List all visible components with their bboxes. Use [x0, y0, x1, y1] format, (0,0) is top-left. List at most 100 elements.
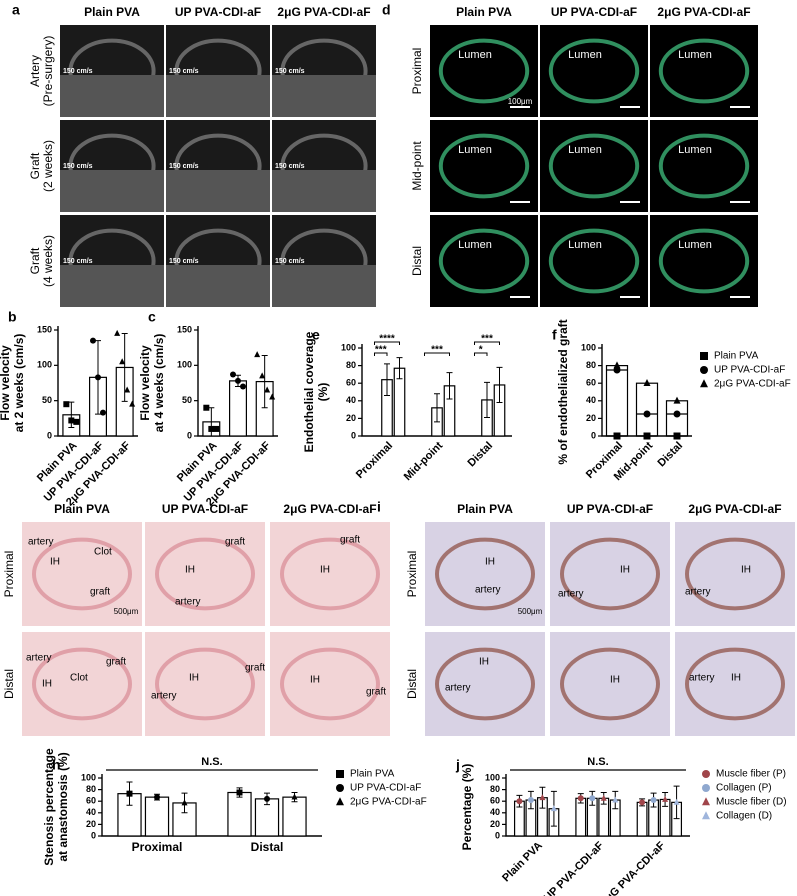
significance-label: ***: [481, 334, 493, 345]
error-bar: [396, 357, 403, 380]
lumen-label: Lumen: [678, 239, 712, 251]
x-tick-label: Distal: [465, 440, 495, 470]
scale-bar-label: 500μm: [114, 607, 139, 616]
x-tick-label: Distal: [251, 840, 284, 854]
marker: [336, 784, 344, 792]
marker: [516, 798, 523, 805]
legend-entry: Plain PVA: [350, 769, 395, 780]
tissue: [658, 38, 750, 104]
x-tick-label: Distal: [655, 440, 685, 470]
micrograph: [550, 522, 670, 626]
marker: [126, 790, 133, 797]
bar: [575, 797, 587, 837]
tissue: [435, 537, 535, 611]
marker: [259, 372, 266, 379]
annotation: artery: [445, 683, 471, 694]
y-tick-label: 100: [341, 342, 356, 352]
panel-label: f: [552, 327, 557, 343]
y-tick-label: 100: [581, 342, 596, 352]
velocity-scale: 150 cm/s: [169, 258, 199, 265]
column-header: UP PVA-CDI-aF: [175, 5, 261, 19]
marker: [240, 383, 246, 390]
bar: [636, 801, 648, 837]
y-tick-label: 100: [177, 360, 192, 370]
marker: [213, 425, 220, 432]
significance-label: *: [479, 345, 483, 356]
significance-bracket: [474, 352, 488, 356]
y-tick-label: 60: [346, 378, 356, 388]
y-tick-label: 0: [591, 430, 596, 440]
bar: [282, 796, 307, 837]
error-bar: [484, 381, 490, 419]
tissue: [438, 38, 530, 104]
velocity-scale: 150 cm/s: [63, 68, 93, 75]
doppler-trace: [166, 170, 270, 212]
row-label: Mid-point: [410, 141, 424, 191]
tissue: [32, 537, 132, 611]
legend-entry: Muscle fiber (D): [716, 797, 787, 808]
y-axis-label: Flow velocity: [138, 345, 152, 421]
annotation: IH: [42, 679, 52, 690]
doppler-trace: [60, 75, 164, 117]
marker: [673, 410, 681, 418]
annotation: artery: [175, 597, 201, 608]
annotation: artery: [558, 589, 584, 600]
annotation: IH: [731, 673, 741, 684]
marker: [700, 352, 708, 360]
marker: [643, 379, 651, 386]
tissue: [280, 537, 380, 611]
annotation: IH: [485, 557, 495, 568]
marker: [269, 393, 276, 400]
tissue: [155, 647, 255, 721]
velocity-scale: 150 cm/s: [275, 258, 305, 265]
annotation: artery: [26, 653, 52, 664]
lumen-label: Lumen: [458, 239, 492, 251]
micrograph: [675, 632, 795, 736]
bar: [605, 365, 629, 437]
micrograph: [145, 522, 265, 626]
annotation: graft: [90, 587, 110, 598]
doppler-trace: [60, 170, 164, 212]
doppler-trace: [166, 75, 270, 117]
tissue: [32, 647, 132, 721]
y-tick-label: 20: [86, 819, 96, 829]
x-tick-label: UP PVA-CDI-aF: [542, 839, 607, 896]
column-header: 2μG PVA-CDI-aF: [277, 5, 370, 19]
velocity-scale: 150 cm/s: [275, 68, 305, 75]
y-tick-label: 50: [42, 395, 52, 405]
legend-entry: Collagen (D): [716, 811, 772, 822]
marker: [643, 410, 651, 418]
error-bar: [496, 366, 503, 404]
tissue: [548, 228, 640, 294]
legend-entry: 2μG PVA-CDI-aF: [714, 379, 791, 390]
error-bar: [384, 363, 390, 397]
marker: [100, 409, 106, 416]
y-axis-label: (%): [316, 383, 330, 402]
micrograph: [425, 632, 545, 736]
scale-bar-label: 100μm: [508, 97, 533, 106]
annotation: N.S.: [201, 756, 222, 768]
marker: [700, 379, 708, 388]
marker: [550, 805, 557, 812]
marker: [700, 366, 708, 374]
y-tick-label: 150: [177, 324, 192, 334]
tissue: [548, 38, 640, 104]
legend-entry: UP PVA-CDI-aF: [714, 365, 785, 376]
y-tick-label: 0: [351, 430, 356, 440]
doppler-trace: [272, 75, 376, 117]
tissue: [685, 647, 785, 721]
marker: [662, 795, 669, 802]
annotation: artery: [689, 673, 715, 684]
marker: [336, 797, 344, 806]
row-label: Graft: [28, 152, 42, 179]
x-tick-label: Mid-point: [402, 439, 446, 483]
y-axis-label: % of endothelialized graft: [556, 319, 570, 464]
annotation: IH: [310, 675, 320, 686]
x-tick-label: Plain PVA: [500, 840, 545, 885]
marker: [702, 811, 710, 820]
annotation: IH: [620, 565, 630, 576]
column-header: 2μG PVA-CDI-aF: [657, 5, 750, 19]
marker: [673, 396, 681, 404]
annotation: artery: [151, 691, 177, 702]
